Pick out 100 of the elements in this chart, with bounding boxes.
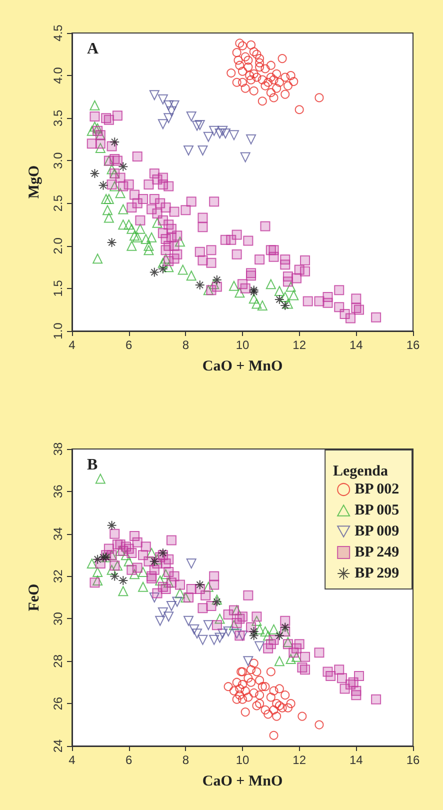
- legend-label: BP 009: [354, 524, 400, 540]
- point: [274, 286, 284, 296]
- point: [244, 62, 253, 72]
- point: [282, 298, 293, 309]
- point: [92, 576, 103, 586]
- point: [238, 680, 247, 689]
- point: [203, 132, 214, 142]
- x-tick-label: 4: [68, 338, 76, 352]
- point: [164, 578, 174, 588]
- point: [95, 142, 106, 153]
- point: [255, 699, 264, 708]
- point: [164, 113, 174, 124]
- point: [118, 162, 128, 172]
- y-tick-label: 3.5: [51, 109, 65, 126]
- point: [240, 84, 250, 93]
- y-tick-label: 38: [51, 442, 65, 456]
- point: [220, 128, 230, 138]
- point: [102, 205, 113, 216]
- point: [203, 285, 214, 296]
- point: [258, 682, 267, 692]
- point: [280, 300, 290, 310]
- y-tick-label: 26: [51, 696, 65, 710]
- point: [155, 616, 166, 626]
- chart-title: A: [87, 40, 99, 58]
- x-axis-title: CaO + MnO: [202, 774, 283, 790]
- x-tick-label: 6: [125, 753, 132, 767]
- point: [228, 130, 239, 140]
- point: [238, 630, 248, 641]
- point: [274, 684, 284, 694]
- point: [257, 300, 268, 310]
- point: [209, 126, 220, 136]
- point: [194, 120, 205, 130]
- point: [95, 474, 106, 484]
- point: [106, 520, 117, 530]
- point: [240, 708, 250, 717]
- point: [288, 290, 299, 300]
- x-tick-label: 8: [182, 753, 190, 767]
- point: [246, 40, 256, 50]
- x-tick-label: 16: [406, 338, 420, 352]
- x-tick-label: 12: [292, 753, 306, 767]
- point: [280, 690, 290, 700]
- point: [260, 705, 270, 714]
- point: [238, 66, 247, 76]
- point: [110, 571, 120, 582]
- point: [104, 194, 114, 204]
- y-tick-label: 1.0: [51, 322, 65, 340]
- point: [138, 567, 148, 578]
- legend-label: BP 005: [354, 502, 400, 518]
- point: [232, 694, 242, 704]
- point: [232, 78, 242, 87]
- point: [234, 288, 245, 298]
- x-tick-label: 10: [236, 338, 250, 352]
- x-tick-label: 14: [349, 753, 364, 767]
- x-tick-label: 8: [182, 338, 190, 352]
- point: [169, 100, 180, 110]
- point: [289, 77, 298, 86]
- point: [266, 667, 276, 676]
- point: [255, 62, 264, 72]
- y-tick-label: 4.5: [51, 24, 65, 42]
- point: [92, 567, 103, 578]
- point: [140, 234, 151, 244]
- point: [155, 576, 166, 586]
- point: [152, 554, 162, 564]
- point: [106, 564, 117, 575]
- point: [235, 684, 244, 694]
- point: [314, 93, 324, 102]
- point: [291, 652, 302, 662]
- point: [214, 128, 225, 138]
- point: [266, 692, 276, 702]
- point: [186, 558, 196, 569]
- point: [126, 240, 137, 251]
- point: [126, 224, 137, 234]
- point: [166, 106, 176, 116]
- point: [314, 720, 324, 730]
- y-tick-label: 30: [51, 612, 65, 626]
- point: [212, 274, 222, 285]
- point: [130, 230, 140, 241]
- point: [158, 119, 168, 130]
- point: [286, 654, 296, 664]
- point: [118, 586, 128, 596]
- point: [138, 582, 148, 592]
- y-tick-label: 4.0: [51, 66, 65, 84]
- point: [258, 96, 267, 106]
- point: [260, 682, 270, 692]
- point: [90, 168, 100, 178]
- point: [149, 267, 160, 278]
- point: [178, 264, 188, 275]
- point: [110, 136, 120, 147]
- point: [232, 605, 242, 616]
- point: [248, 630, 259, 641]
- y-tick-label: 32: [51, 569, 65, 583]
- point: [198, 145, 208, 156]
- point: [248, 294, 259, 304]
- point: [184, 145, 194, 156]
- point: [246, 134, 256, 144]
- point: [106, 237, 117, 248]
- point: [214, 614, 225, 624]
- x-tick-label: 10: [236, 753, 250, 767]
- point: [186, 111, 196, 122]
- point: [174, 588, 185, 598]
